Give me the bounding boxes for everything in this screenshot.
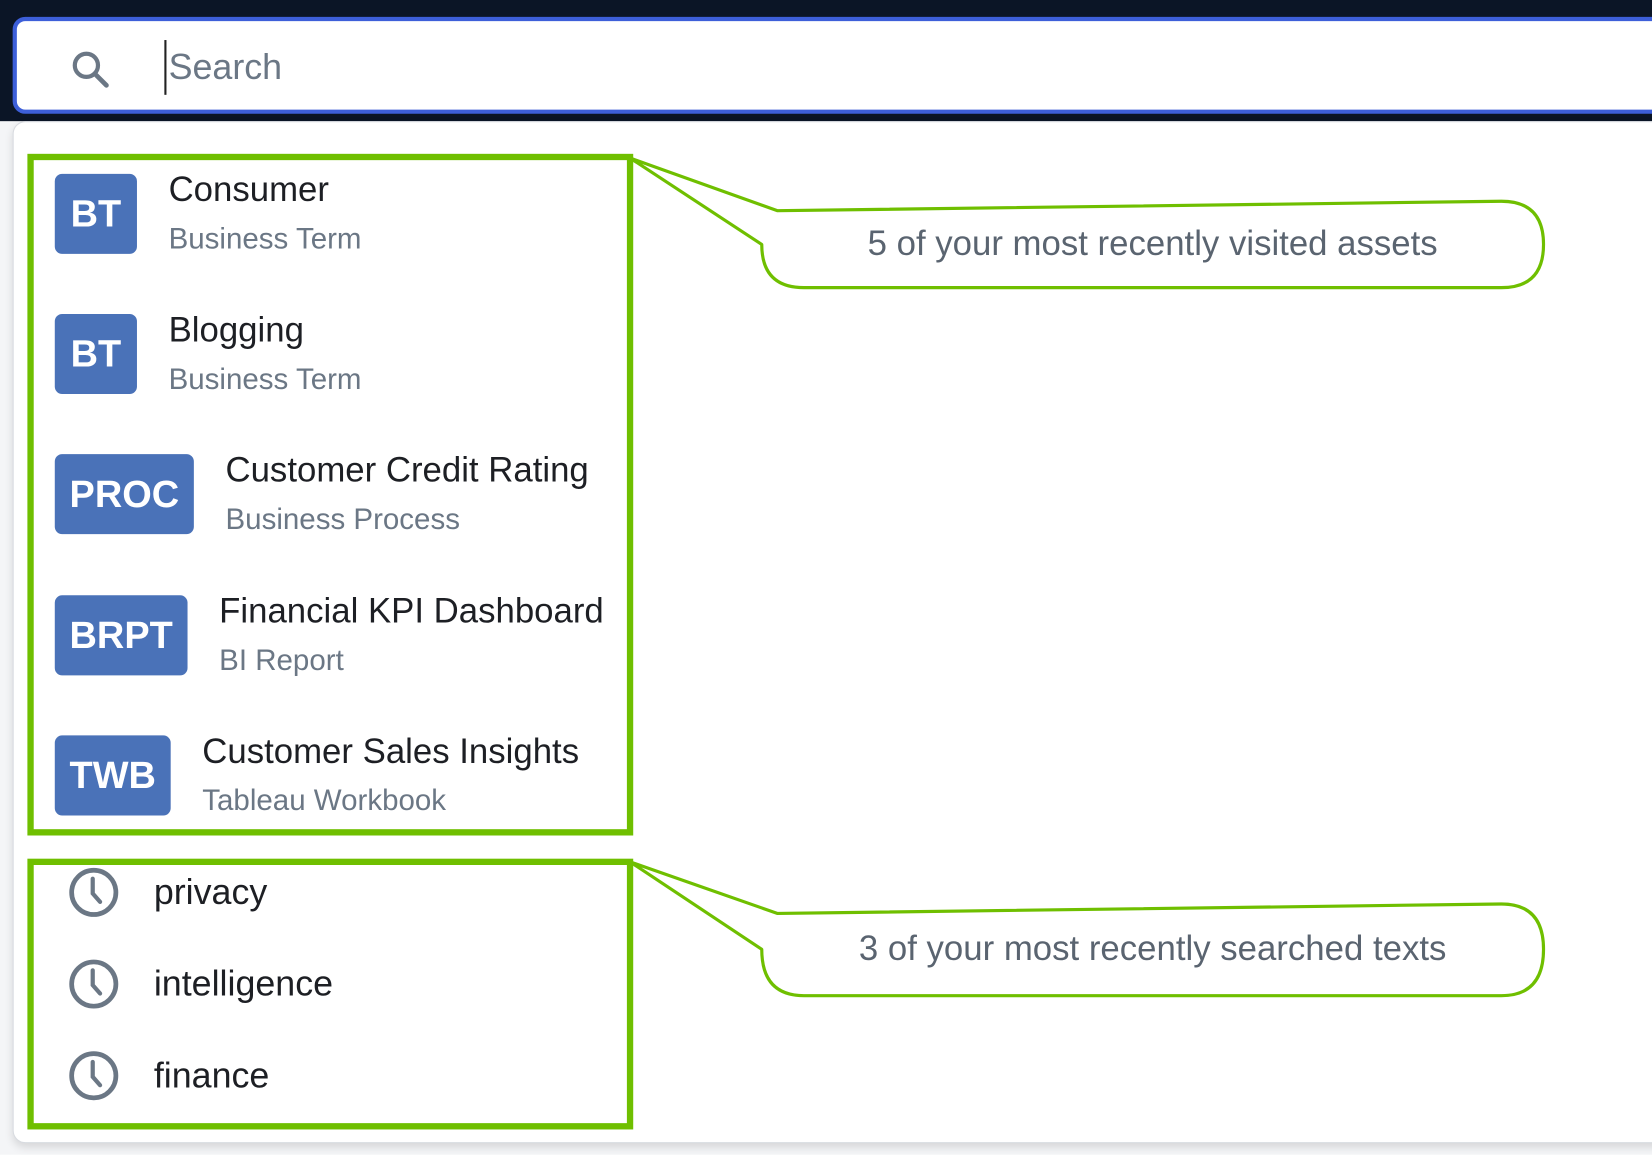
asset-title: Financial KPI Dashboard xyxy=(219,591,604,631)
asset-type: Business Process xyxy=(225,502,460,536)
asset-type-badge: TWB xyxy=(54,735,171,816)
clock-icon xyxy=(69,1051,119,1101)
asset-type-badge: BT xyxy=(54,313,137,395)
recent-search-item[interactable]: privacy xyxy=(67,866,267,919)
searches-callout-text: 3 of your most recently searched texts xyxy=(858,928,1447,968)
asset-type-badge: PROC xyxy=(54,454,194,535)
asset-title: Customer Credit Rating xyxy=(225,449,589,489)
recent-asset-item[interactable]: BRPT Financial KPI Dashboard BI Report xyxy=(54,591,604,676)
asset-type: Business Term xyxy=(168,362,362,396)
recent-asset-item[interactable]: PROC Customer Credit Rating Business Proc… xyxy=(54,450,589,535)
asset-type-badge: BT xyxy=(54,173,137,254)
recent-search-text: privacy xyxy=(153,871,268,912)
asset-type: Tableau Workbook xyxy=(202,783,447,817)
recent-search-text: intelligence xyxy=(153,963,334,1004)
clock-icon xyxy=(69,959,119,1009)
search-box[interactable] xyxy=(12,16,1652,114)
asset-title: Consumer xyxy=(168,169,329,209)
asset-title: Blogging xyxy=(168,309,304,349)
recent-asset-item[interactable]: BT Consumer Business Term xyxy=(54,170,362,255)
assets-callout-text: 5 of your most recently visited assets xyxy=(867,223,1438,263)
recent-search-text: finance xyxy=(153,1055,270,1096)
asset-type-badge: BRPT xyxy=(54,595,188,676)
recent-assets-highlight xyxy=(27,153,634,836)
search-icon xyxy=(72,51,109,88)
asset-type: BI Report xyxy=(219,643,344,677)
asset-type: Business Term xyxy=(168,222,362,255)
recent-asset-item[interactable]: BT Blogging Business Term xyxy=(54,310,362,395)
recent-asset-item[interactable]: TWB Customer Sales Insights Tableau Workb… xyxy=(54,731,579,817)
clock-icon xyxy=(69,867,119,917)
asset-title: Customer Sales Insights xyxy=(202,731,580,771)
search-input[interactable] xyxy=(164,40,1119,95)
recent-search-item[interactable]: finance xyxy=(67,1049,269,1102)
recent-search-item[interactable]: intelligence xyxy=(67,958,333,1011)
